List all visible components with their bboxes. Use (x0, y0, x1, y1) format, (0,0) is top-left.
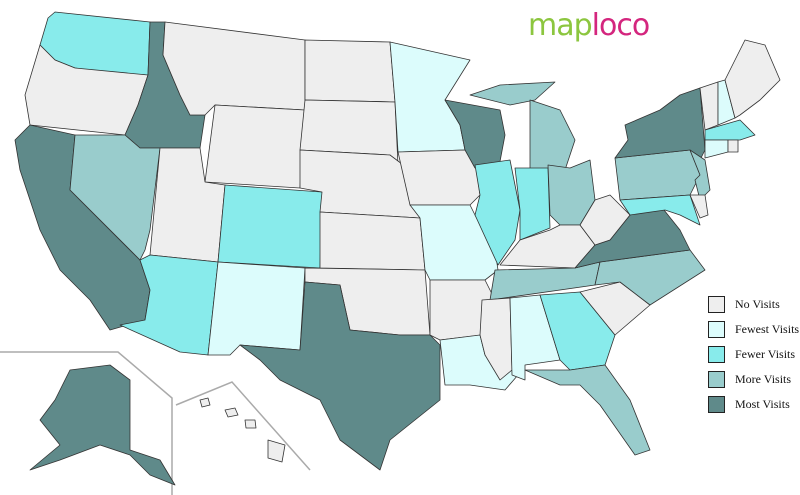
region-ks[interactable] (319, 211, 426, 271)
region-ct[interactable] (704, 139, 729, 159)
legend-item-fewer: Fewer Visits (708, 346, 795, 363)
legend-item-fewest: Fewest Visits (708, 321, 799, 338)
legend-swatch (708, 396, 725, 413)
legend-label: No Visits (735, 297, 780, 311)
legend-swatch (708, 371, 725, 388)
region-in[interactable] (514, 167, 551, 241)
region-mi[interactable] (529, 99, 576, 171)
region-pa[interactable] (614, 149, 701, 201)
region-il[interactable] (474, 159, 521, 266)
region-ri[interactable] (727, 139, 739, 153)
region-fl[interactable] (524, 364, 651, 456)
region-wy[interactable] (204, 104, 306, 189)
region-mo[interactable] (409, 204, 499, 281)
region-hi1[interactable] (199, 397, 211, 408)
legend-swatch (708, 296, 725, 313)
region-me[interactable] (724, 39, 781, 119)
region-ia[interactable] (397, 149, 481, 206)
maploco-logo: maploco (528, 8, 650, 43)
region-wv[interactable] (579, 194, 631, 246)
region-de[interactable] (689, 194, 709, 219)
legend-item-more: More Visits (708, 371, 791, 388)
region-hi3[interactable] (244, 419, 257, 429)
region-nm[interactable] (207, 261, 306, 356)
region-ma[interactable] (704, 119, 756, 141)
legend-label: Fewest Visits (735, 322, 800, 336)
hawaii-inset-border (175, 381, 311, 471)
legend-swatch (708, 321, 725, 338)
region-tx[interactable] (239, 281, 441, 471)
legend-label: Most Visits (735, 397, 790, 411)
region-nv[interactable] (69, 134, 161, 261)
region-hi2[interactable] (224, 407, 239, 418)
region-mi_up[interactable] (469, 81, 556, 106)
region-mt[interactable] (162, 21, 306, 116)
region-co[interactable] (217, 184, 323, 269)
alaska-inset-border (0, 351, 173, 495)
legend-label: More Visits (735, 372, 792, 386)
legend-item-most: Most Visits (708, 396, 790, 413)
region-ny[interactable] (614, 87, 706, 161)
legend-item-none: No Visits (708, 296, 780, 313)
legend-label: Fewer Visits (735, 347, 796, 361)
region-hi4[interactable] (267, 439, 286, 463)
region-ak[interactable] (29, 364, 176, 486)
region-nd[interactable] (304, 39, 396, 103)
legend-swatch (708, 346, 725, 363)
region-mn[interactable] (389, 41, 471, 153)
